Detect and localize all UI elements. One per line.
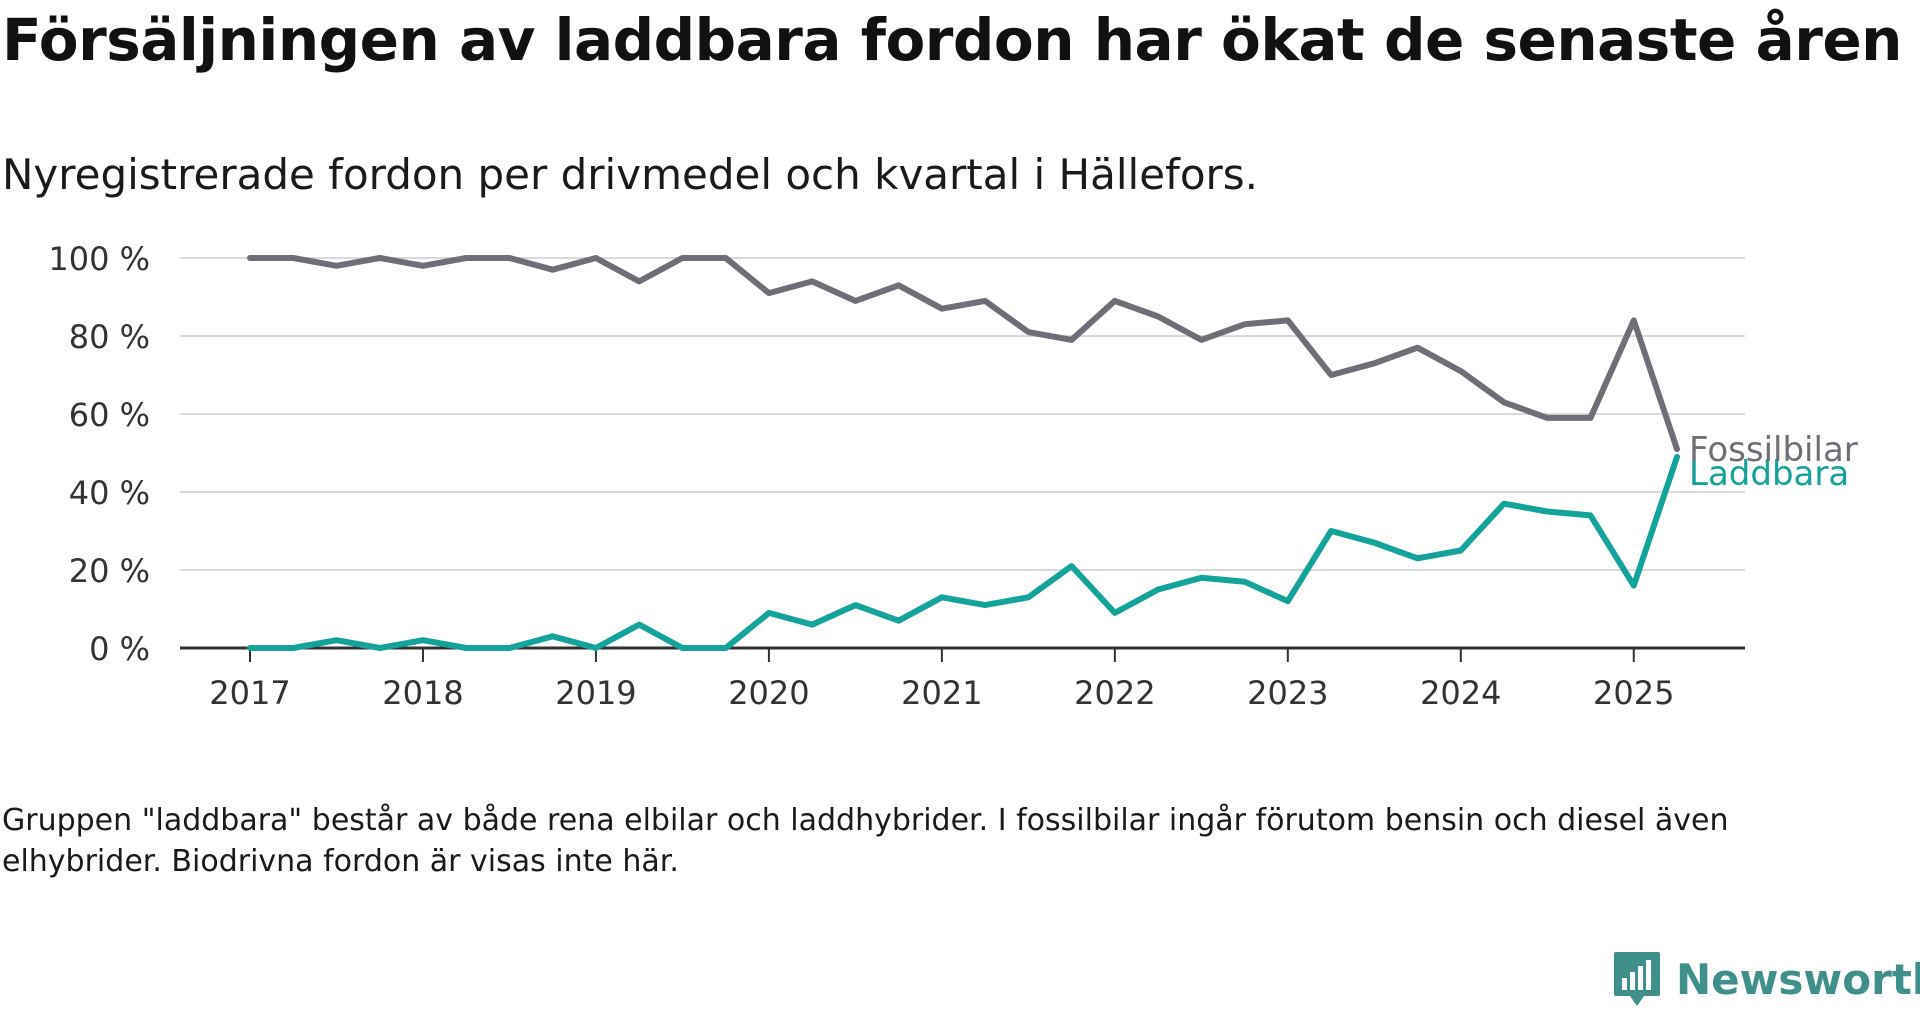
chart-subtitle: Nyregistrerade fordon per drivmedel och … [2,150,1259,199]
series-lines [247,255,1680,651]
x-tick-label: 2017 [209,674,290,712]
series-line-fossilbilar [247,255,1680,453]
chart-title: Försäljningen av laddbara fordon har öka… [2,6,1902,74]
x-tick-label: 2018 [382,674,463,712]
newsworthy-logo-icon [1614,952,1660,1006]
x-tick-label: 2023 [1247,674,1328,712]
y-tick-label: 0 % [89,630,150,668]
y-tick-label: 60 % [69,396,150,434]
grid-lines [180,257,1745,571]
y-tick-label: 80 % [69,318,150,356]
x-tick-label: 2020 [728,674,809,712]
x-tick-label: 2021 [901,674,982,712]
x-tick-label: 2019 [555,674,636,712]
x-tick-label: 2022 [1074,674,1155,712]
x-tick-label: 2024 [1420,674,1501,712]
brand-name: Newsworthy [1676,955,1920,1004]
series-line-laddbara [247,453,1680,651]
series-label-fossilbilar: Fossilbilar [1689,430,1858,470]
footnote: Gruppen "laddbara" består av både rena e… [2,803,1729,879]
series-label-laddbara: Laddbara [1689,454,1849,494]
y-tick-label: 100 % [48,240,150,278]
brand-logo: Newsworthy [1612,950,1920,1010]
y-tick-label: 20 % [69,552,150,590]
y-tick-label: 40 % [69,474,150,512]
x-tick-label: 2025 [1593,674,1674,712]
axes: 0 % 20 % 40 % 60 % 80 % 100 % 2017 2018 2019 2020… [48,240,1745,712]
